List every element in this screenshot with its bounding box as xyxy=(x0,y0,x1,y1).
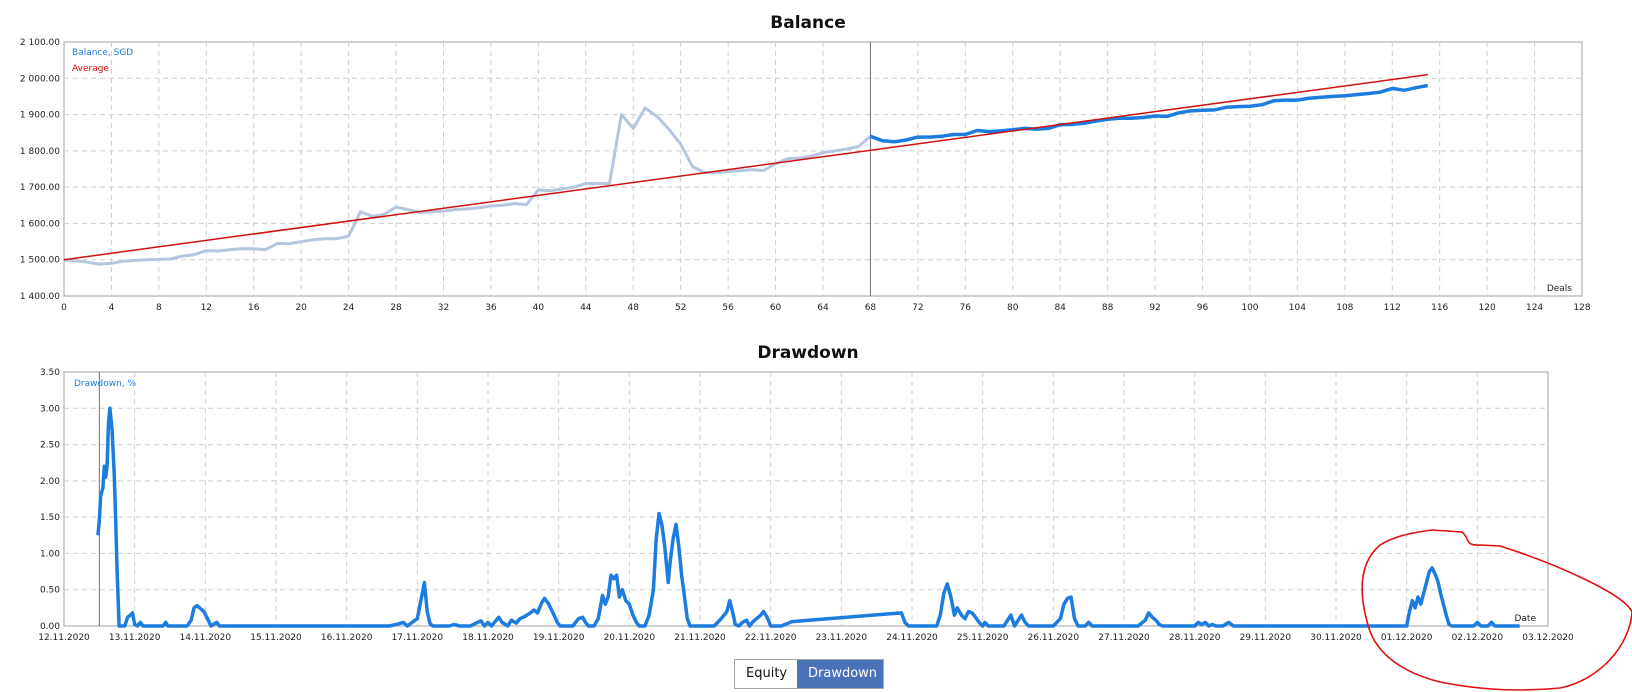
x-tick-label: 44 xyxy=(580,303,592,313)
x-tick-label: 80 xyxy=(1007,303,1019,313)
x-tick-label: 32 xyxy=(438,303,449,313)
x-tick-label: 24.11.2020 xyxy=(886,633,938,643)
drawdown-series-line xyxy=(96,406,1520,628)
x-tick-label: 96 xyxy=(1197,303,1209,313)
y-tick-label: 1 800.00 xyxy=(20,147,60,157)
drawdown-y-ticks: 0.00 0.50 1.00 1.50 2.00 2.50 3.00 3.50 xyxy=(40,368,60,632)
average-series-line xyxy=(63,73,1428,261)
balance-chart-title: Balance xyxy=(770,13,845,33)
x-tick-label: 17.11.2020 xyxy=(392,633,444,643)
x-tick-label: 13.11.2020 xyxy=(109,633,161,643)
x-tick-label: 112 xyxy=(1384,303,1401,313)
x-tick-label: 52 xyxy=(675,303,686,313)
y-tick-label: 1.00 xyxy=(40,549,60,559)
chart-tab-bar: Equity Drawdown xyxy=(734,659,884,689)
drawdown-grid xyxy=(64,372,1548,626)
x-tick-label: 03.12.2020 xyxy=(1522,633,1574,643)
x-tick-label: 28.11.2020 xyxy=(1169,633,1221,643)
y-tick-label: 1.50 xyxy=(40,513,60,523)
x-tick-label: 27.11.2020 xyxy=(1098,633,1150,643)
balance-x-ticks: 0 4 8 12 16 20 24 28 32 36 40 44 48 52 56 60 64 68 72 76 80 8… xyxy=(61,303,1591,313)
x-tick-label: 18.11.2020 xyxy=(462,633,514,643)
x-tick-label: 20 xyxy=(295,303,307,313)
x-tick-label: 108 xyxy=(1336,303,1353,313)
x-tick-label: 16 xyxy=(248,303,260,313)
x-tick-label: 128 xyxy=(1573,303,1590,313)
x-tick-label: 12 xyxy=(201,303,212,313)
x-tick-label: 48 xyxy=(628,303,640,313)
drawdown-x-ticks: 12.11.2020 13.11.2020 14.11.2020 15.11.2020… xyxy=(38,633,1574,643)
drawdown-chart-title: Drawdown xyxy=(757,343,858,363)
x-tick-label: 12.11.2020 xyxy=(38,633,90,643)
legend-average: Average xyxy=(72,64,109,74)
balance-chart: 1 400.00 1 500.00 1 600.00 1 700.00 1 800.00… xyxy=(20,13,1591,313)
y-tick-label: 2.00 xyxy=(40,477,60,487)
x-tick-label: 30.11.2020 xyxy=(1310,633,1362,643)
x-tick-label: 68 xyxy=(865,303,877,313)
hand-drawn-annotation-circle xyxy=(1361,529,1632,691)
drawdown-chart: 0.00 0.50 1.00 1.50 2.00 2.50 3.00 3.50 12.11.2… xyxy=(38,343,1574,643)
x-tick-label: 25.11.2020 xyxy=(957,633,1009,643)
legend-balance-sgd: Balance, SGD xyxy=(72,48,133,58)
x-tick-label: 28 xyxy=(390,303,402,313)
balance-x-axis-label: Deals xyxy=(1547,284,1572,294)
y-tick-label: 1 400.00 xyxy=(20,292,60,302)
y-tick-label: 2.50 xyxy=(40,441,60,451)
x-tick-label: 56 xyxy=(722,303,734,313)
x-tick-label: 88 xyxy=(1102,303,1114,313)
balance-series-line-recent xyxy=(869,83,1429,144)
balance-series-line-history xyxy=(63,106,872,266)
x-tick-label: 40 xyxy=(533,303,545,313)
y-tick-label: 1 500.00 xyxy=(20,256,60,266)
x-tick-label: 19.11.2020 xyxy=(533,633,585,643)
x-tick-label: 29.11.2020 xyxy=(1240,633,1292,643)
x-tick-label: 0 xyxy=(61,303,67,313)
tab-drawdown[interactable]: Drawdown xyxy=(797,660,883,688)
x-tick-label: 92 xyxy=(1149,303,1160,313)
y-tick-label: 1 700.00 xyxy=(20,183,60,193)
balance-grid xyxy=(64,42,1582,296)
x-tick-label: 14.11.2020 xyxy=(180,633,232,643)
x-tick-label: 64 xyxy=(817,303,829,313)
x-tick-label: 24 xyxy=(343,303,355,313)
tab-equity[interactable]: Equity xyxy=(735,660,797,688)
y-tick-label: 1 600.00 xyxy=(20,219,60,229)
x-tick-label: 76 xyxy=(960,303,972,313)
x-tick-label: 124 xyxy=(1526,303,1543,313)
x-tick-label: 116 xyxy=(1431,303,1448,313)
y-tick-label: 0.00 xyxy=(40,622,60,632)
y-tick-label: 0.50 xyxy=(40,586,60,596)
drawdown-x-axis-label: Date xyxy=(1514,614,1536,624)
y-tick-label: 3.00 xyxy=(40,404,60,414)
x-tick-label: 21.11.2020 xyxy=(674,633,726,643)
drawdown-plot-frame xyxy=(63,371,1549,627)
x-tick-label: 16.11.2020 xyxy=(321,633,373,643)
x-tick-label: 104 xyxy=(1289,303,1306,313)
balance-y-ticks: 1 400.00 1 500.00 1 600.00 1 700.00 1 800.00… xyxy=(20,38,60,302)
x-tick-label: 26.11.2020 xyxy=(1028,633,1080,643)
y-tick-label: 3.50 xyxy=(40,368,60,378)
x-tick-label: 60 xyxy=(770,303,782,313)
x-tick-label: 20.11.2020 xyxy=(604,633,656,643)
x-tick-label: 4 xyxy=(109,303,115,313)
x-tick-label: 02.12.2020 xyxy=(1452,633,1504,643)
x-tick-label: 22.11.2020 xyxy=(745,633,797,643)
x-tick-label: 100 xyxy=(1241,303,1258,313)
x-tick-label: 120 xyxy=(1479,303,1496,313)
x-tick-label: 8 xyxy=(156,303,162,313)
legend-drawdown-percent: Drawdown, % xyxy=(74,379,137,389)
x-tick-label: 01.12.2020 xyxy=(1381,633,1433,643)
x-tick-label: 15.11.2020 xyxy=(250,633,302,643)
x-tick-label: 23.11.2020 xyxy=(816,633,868,643)
y-tick-label: 2 000.00 xyxy=(20,74,60,84)
x-tick-label: 72 xyxy=(912,303,923,313)
y-tick-label: 2 100.00 xyxy=(20,38,60,48)
x-tick-label: 84 xyxy=(1054,303,1066,313)
x-tick-label: 36 xyxy=(485,303,497,313)
y-tick-label: 1 900.00 xyxy=(20,111,60,121)
